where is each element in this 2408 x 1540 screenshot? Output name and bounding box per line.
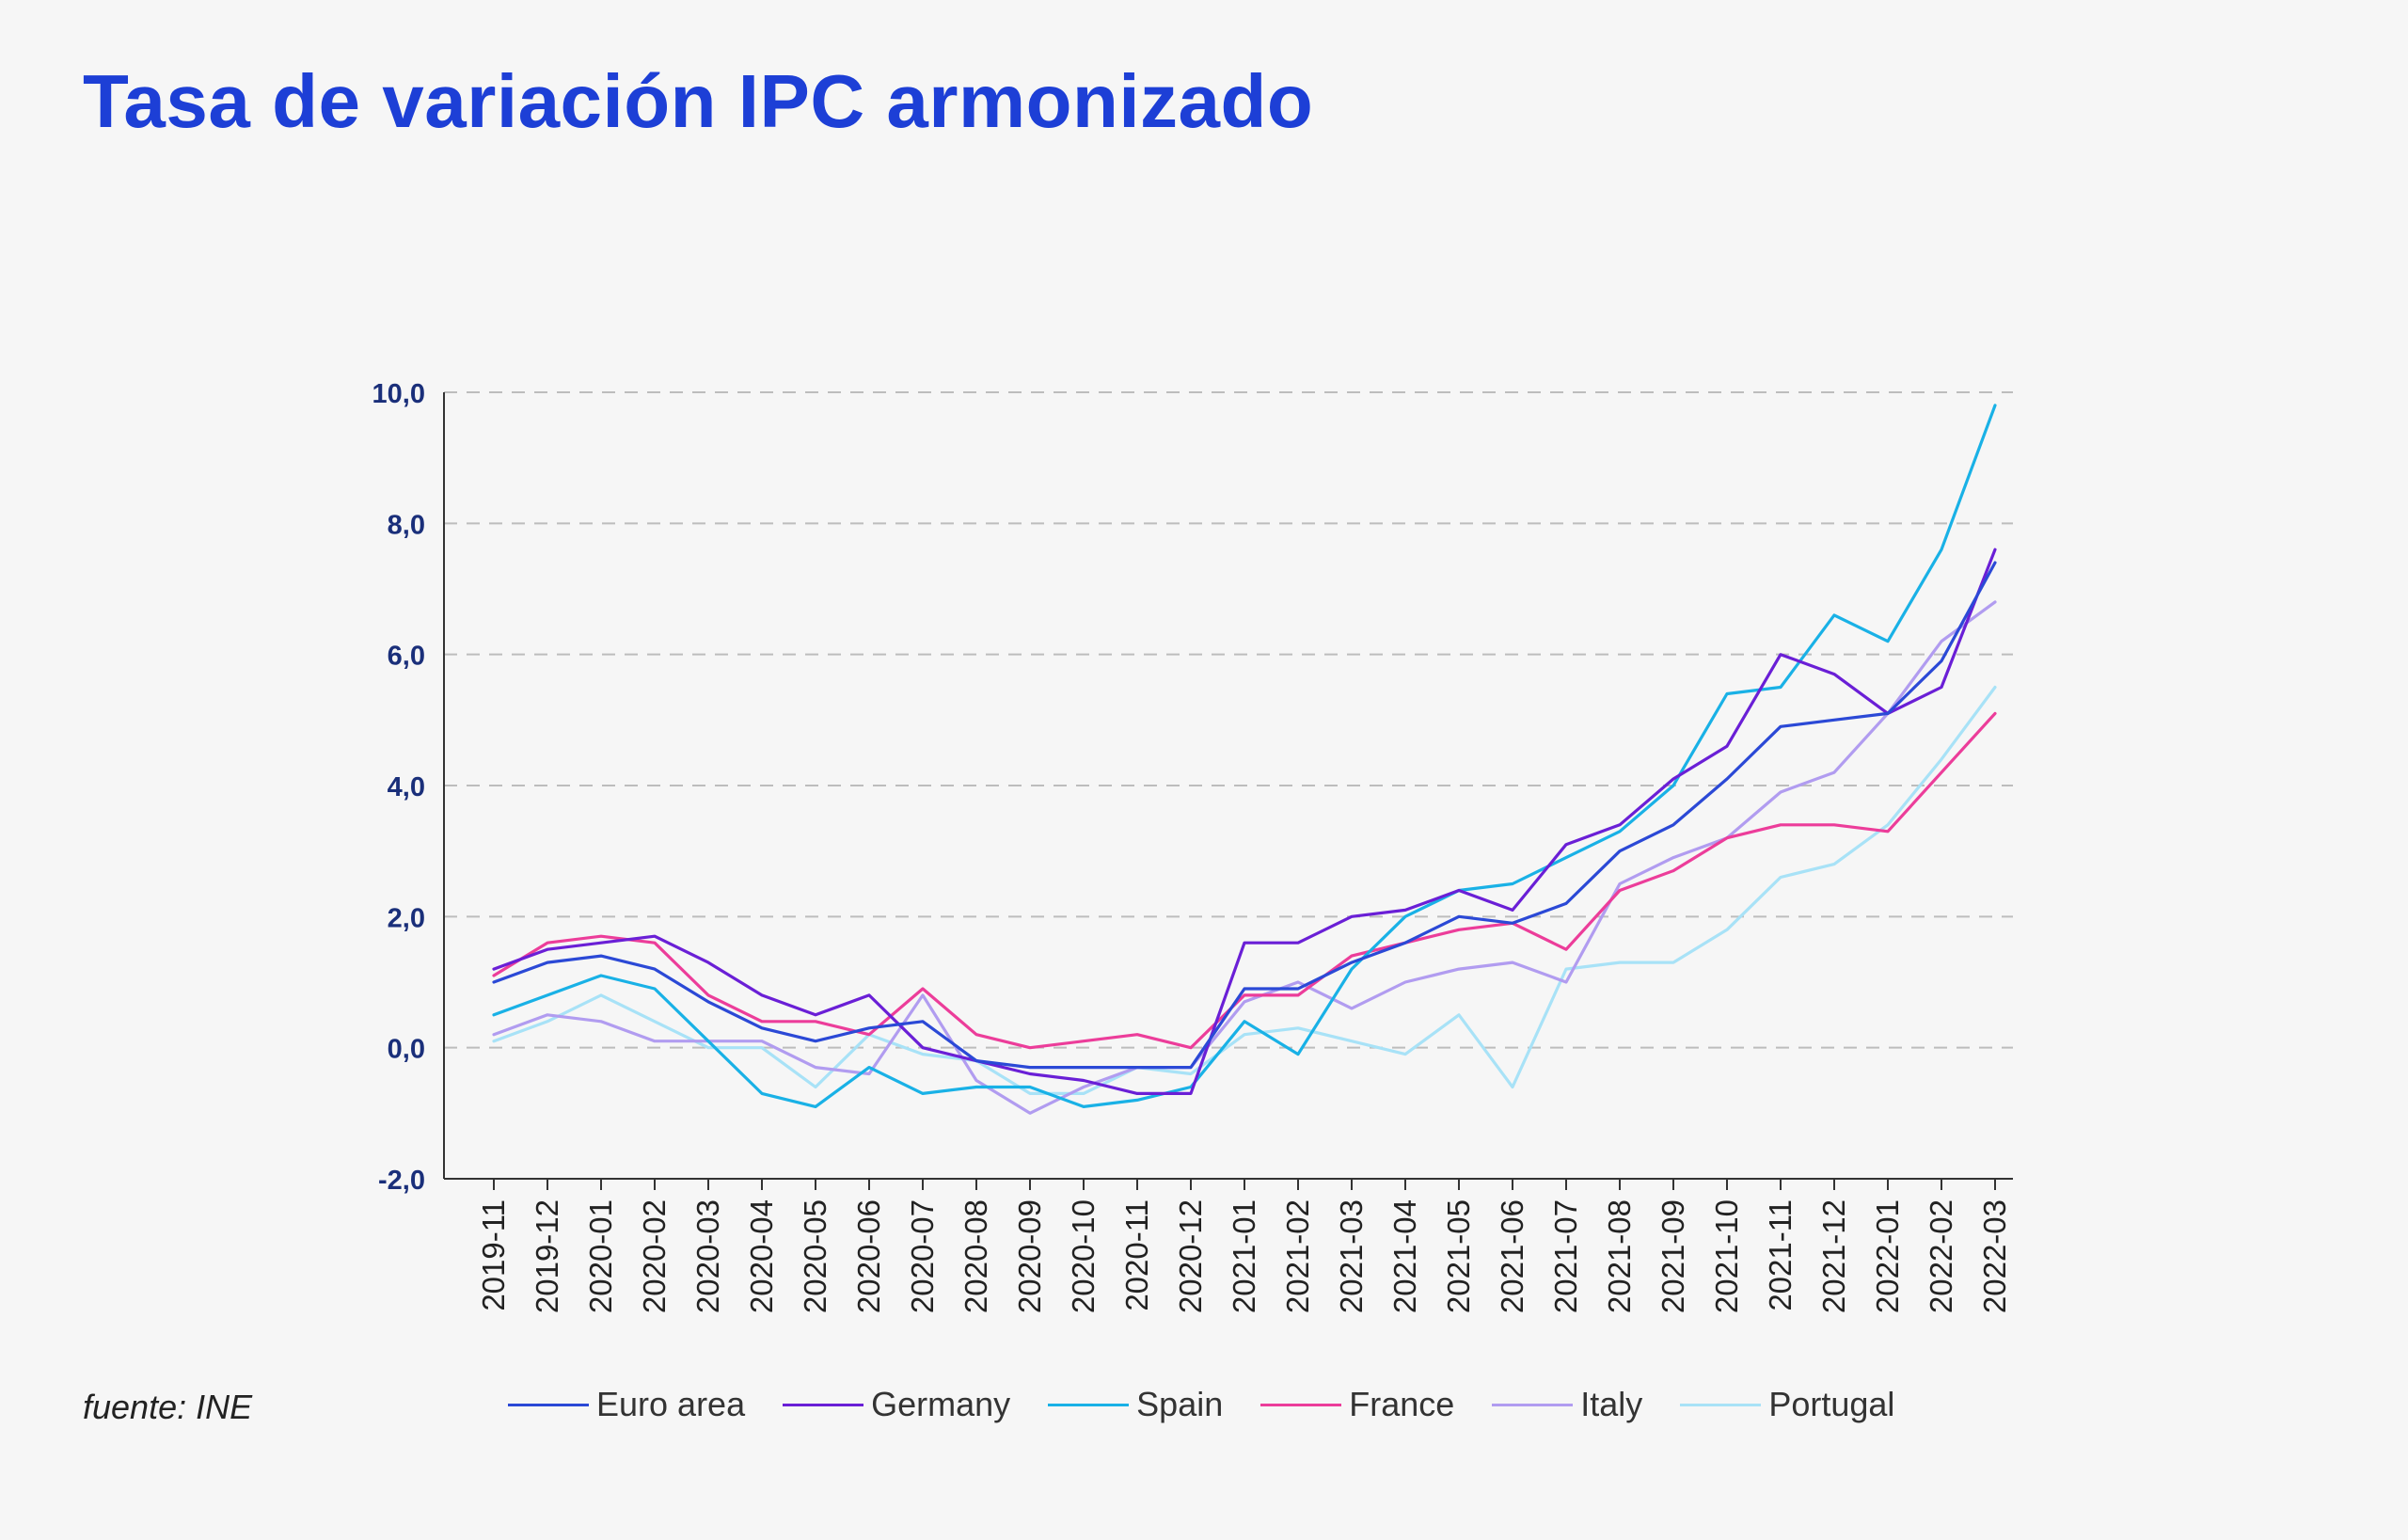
x-tick-label: 2021-10 — [1709, 1199, 1744, 1313]
x-tick-label: 2021-07 — [1548, 1199, 1583, 1313]
legend-swatch — [1680, 1403, 1762, 1406]
x-tick-label: 2021-11 — [1763, 1199, 1798, 1311]
y-tick-label: 10,0 — [372, 379, 425, 409]
x-tick-label: 2022-01 — [1870, 1199, 1905, 1313]
legend-item-germany: Germany — [783, 1385, 1010, 1424]
y-tick-label: 4,0 — [388, 772, 425, 802]
legend-label: France — [1349, 1385, 1455, 1423]
x-tick-label: 2020-05 — [798, 1199, 832, 1313]
x-tick-label: 2020-11 — [1119, 1199, 1154, 1311]
y-tick-label: 0,0 — [388, 1035, 425, 1065]
source-note: fuente: INE — [83, 1388, 253, 1426]
legend-swatch — [508, 1403, 589, 1406]
x-tick-label: 2019-12 — [530, 1199, 564, 1313]
x-tick-label: 2020-06 — [851, 1199, 886, 1313]
legend-item-portugal: Portugal — [1680, 1385, 1894, 1424]
x-tick-label: 2021-01 — [1227, 1199, 1261, 1313]
x-tick-label: 2020-09 — [1012, 1199, 1047, 1313]
legend: Euro area Germany Spain France Italy Portugal — [508, 1385, 1932, 1424]
series-line-germany — [492, 548, 1997, 1096]
x-tick-label: 2020-10 — [1066, 1199, 1101, 1313]
x-tick-label: 2021-03 — [1334, 1199, 1369, 1313]
x-tick-label: 2021-05 — [1441, 1199, 1476, 1313]
x-tick-label: 2021-02 — [1280, 1199, 1315, 1313]
series-line-france — [492, 711, 1997, 1050]
legend-swatch — [783, 1403, 864, 1406]
legend-swatch — [1048, 1403, 1130, 1406]
x-tick-label: 2019-11 — [476, 1199, 511, 1311]
legend-item-italy: Italy — [1492, 1385, 1642, 1424]
series-lines — [492, 404, 1997, 1115]
legend-swatch — [1492, 1403, 1574, 1406]
x-tick-labels: 2019-11 2019-12 2020-01 2020-02 2020-03 2020-… — [476, 1199, 2012, 1313]
x-tick-label: 2021-08 — [1602, 1199, 1637, 1313]
legend-label: Italy — [1580, 1385, 1643, 1423]
y-tick-label: 6,0 — [388, 642, 425, 672]
x-tick-label: 2021-09 — [1656, 1199, 1690, 1313]
series-line-portugal — [492, 685, 1997, 1096]
x-tick-label: 2020-12 — [1173, 1199, 1208, 1313]
legend-swatch — [1260, 1403, 1342, 1406]
legend-item-euro-area: Euro area — [508, 1385, 745, 1424]
y-tick-label: 2,0 — [388, 903, 425, 933]
x-tick-label: 2021-12 — [1816, 1199, 1851, 1313]
legend-label: Euro area — [596, 1385, 746, 1423]
x-tick-label: 2020-01 — [583, 1199, 618, 1313]
x-tick-label: 2020-07 — [905, 1199, 940, 1313]
legend-item-spain: Spain — [1048, 1385, 1223, 1424]
x-tick-label: 2021-06 — [1495, 1199, 1529, 1313]
series-line-spain — [492, 404, 1997, 1109]
x-tick-label: 2022-03 — [1977, 1199, 2012, 1313]
x-tick-label: 2020-08 — [958, 1199, 993, 1313]
series-line-euro-area — [492, 561, 1997, 1070]
legend-label: Germany — [871, 1385, 1011, 1423]
chart-title: Tasa de variación IPC armonizado — [83, 59, 1314, 143]
x-tick-label: 2022-02 — [1924, 1199, 1958, 1313]
y-tick-label: 8,0 — [388, 510, 425, 540]
x-tick-label: 2020-03 — [690, 1199, 725, 1313]
legend-label: Spain — [1136, 1385, 1224, 1423]
legend-item-france: France — [1260, 1385, 1454, 1424]
series-line-italy — [492, 600, 1997, 1115]
legend-label: Portugal — [1768, 1385, 1895, 1423]
y-tick-label: -2,0 — [378, 1166, 425, 1196]
x-tick-label: 2020-04 — [744, 1199, 779, 1313]
axes — [443, 392, 2013, 1190]
x-tick-label: 2020-02 — [637, 1199, 672, 1313]
y-tick-labels: -2,0 0,0 2,0 4,0 6,0 8,0 10,0 — [372, 379, 425, 1196]
x-tick-label: 2021-04 — [1387, 1199, 1422, 1313]
